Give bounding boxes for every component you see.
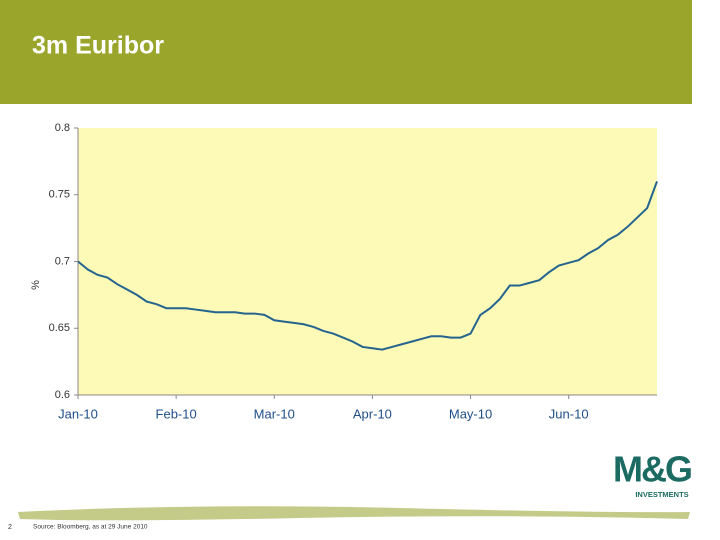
logo-subtitle: INVESTMENTS bbox=[635, 490, 688, 499]
header-bar bbox=[0, 0, 692, 104]
source-note: Source: Bloomberg, as at 29 June 2010 bbox=[33, 524, 148, 531]
page-number: 2 bbox=[8, 524, 12, 531]
x-tick-label: Mar-10 bbox=[254, 406, 295, 421]
x-tick-label: Apr-10 bbox=[353, 406, 392, 421]
plot-area bbox=[78, 128, 657, 395]
x-tick-label: Feb-10 bbox=[156, 406, 197, 421]
y-tick-label: 0.65 bbox=[49, 322, 70, 334]
y-tick-label: 0.8 bbox=[55, 122, 70, 134]
logo: M&G bbox=[613, 449, 691, 490]
y-tick-label: 0.75 bbox=[49, 189, 70, 201]
x-tick-label: Jan-10 bbox=[58, 406, 98, 421]
data-line bbox=[77, 181, 658, 351]
y-axis-label: % bbox=[30, 280, 42, 290]
y-tick-label: 0.7 bbox=[55, 255, 70, 267]
x-tick-label: May-10 bbox=[449, 406, 492, 421]
y-tick-label: 0.6 bbox=[55, 389, 70, 401]
chart-title: 3m Euribor bbox=[32, 32, 164, 60]
x-tick-label: Jun-10 bbox=[549, 406, 589, 421]
footer-stroke bbox=[18, 506, 690, 521]
